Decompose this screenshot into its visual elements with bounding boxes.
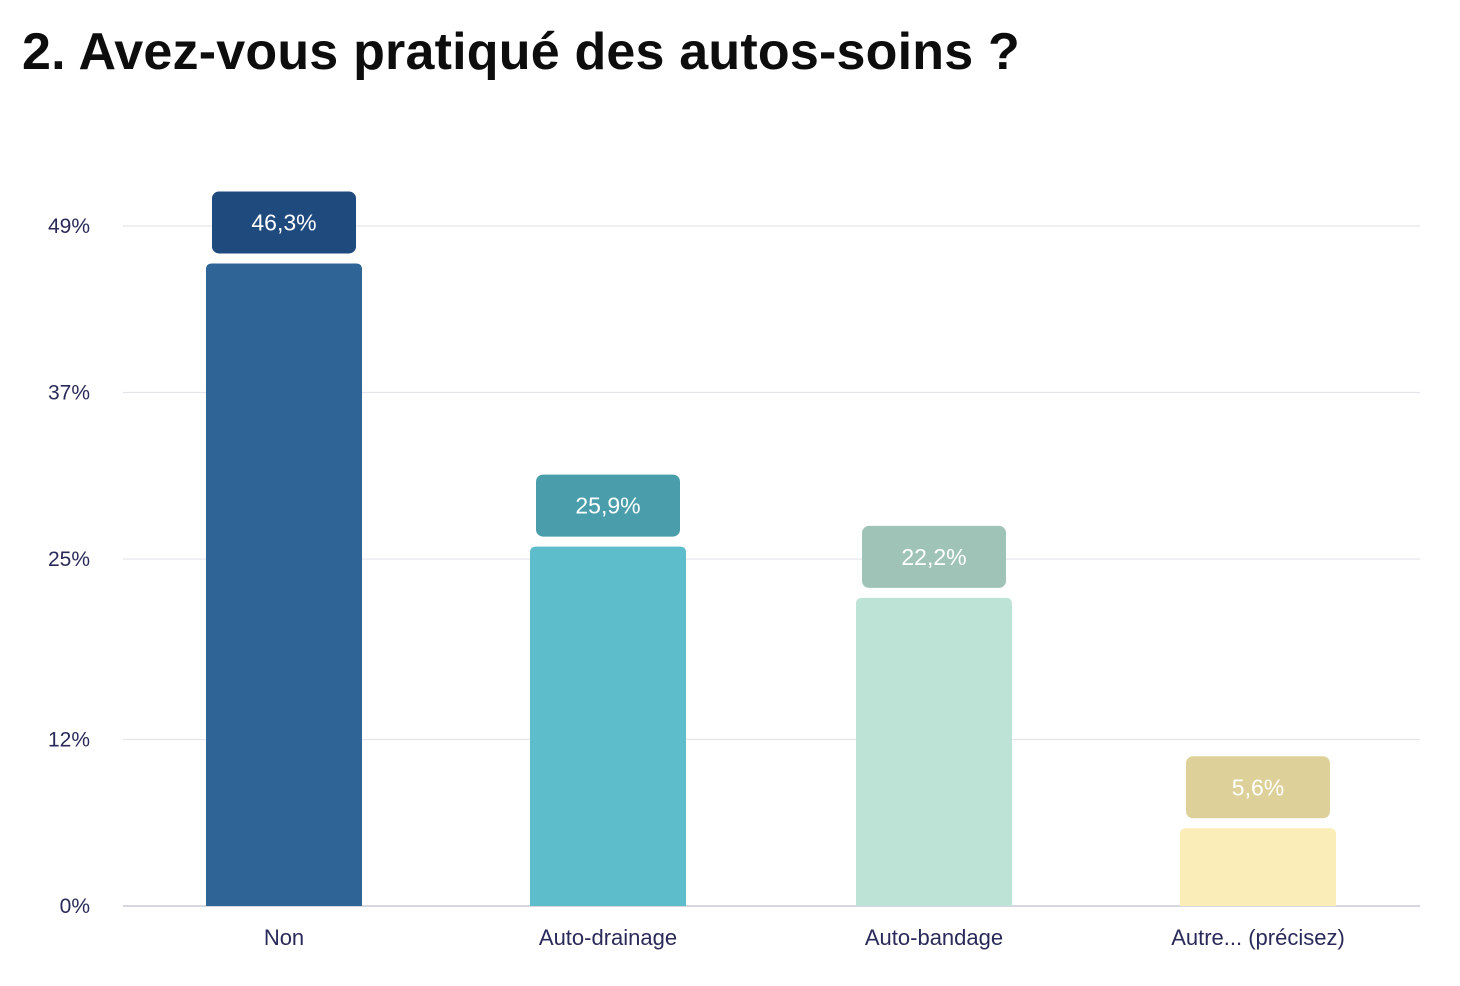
data-label: 46,3% bbox=[251, 209, 316, 235]
x-category-label: Auto-bandage bbox=[865, 925, 1003, 950]
x-category-label: Auto-drainage bbox=[539, 925, 677, 950]
data-label: 5,6% bbox=[1232, 774, 1284, 800]
y-tick-label: 25% bbox=[48, 548, 90, 571]
y-tick-label: 0% bbox=[60, 895, 90, 918]
bar-4 bbox=[1180, 828, 1336, 906]
data-label: 25,9% bbox=[575, 493, 640, 519]
data-label-box bbox=[1186, 756, 1330, 819]
data-labels: 46,3% 25,9% 22,2% 5,6% bbox=[212, 191, 1330, 819]
y-tick-label: 49% bbox=[48, 215, 90, 238]
bar-3 bbox=[856, 597, 1012, 906]
bar-2 bbox=[530, 546, 686, 906]
data-label-box bbox=[212, 191, 356, 254]
chart-title: 2. Avez-vous pratiqué des autos-soins ? bbox=[22, 23, 1020, 81]
data-label-box bbox=[536, 474, 680, 537]
data-label-box bbox=[862, 525, 1006, 588]
y-tick-label: 37% bbox=[48, 382, 90, 405]
bar-1 bbox=[206, 263, 362, 907]
x-category-label: Non bbox=[264, 925, 304, 950]
x-category-label: Autre... (précisez) bbox=[1171, 925, 1345, 950]
bars bbox=[206, 263, 1336, 907]
y-tick-label: 12% bbox=[48, 728, 90, 751]
x-axis-categories: Non Auto-drainage Auto-bandage Autre... (pr… bbox=[264, 925, 1345, 950]
data-label: 22,2% bbox=[901, 544, 966, 570]
y-axis-ticks: 0% 12% 25% 37% 49% bbox=[48, 215, 90, 918]
